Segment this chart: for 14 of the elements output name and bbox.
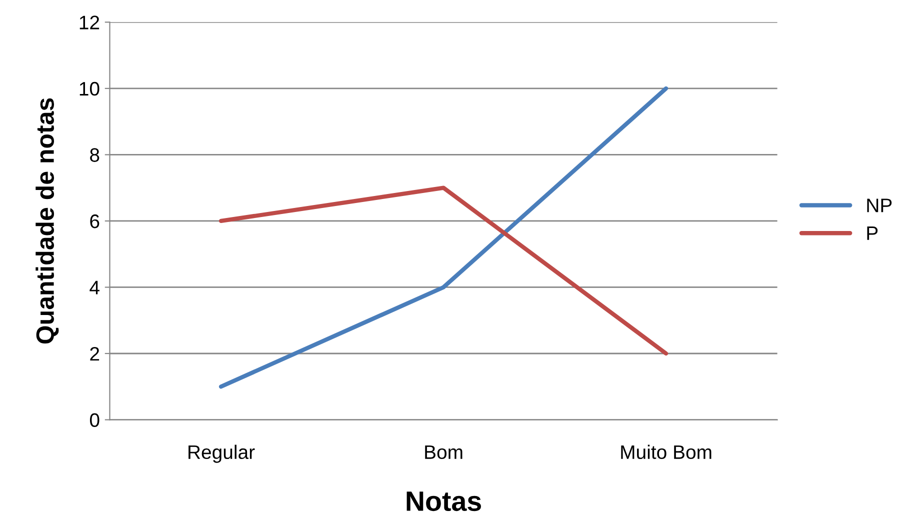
- x-tick-label: Bom: [425, 445, 462, 460]
- legend-label: NP: [867, 198, 892, 212]
- y-tick-label: 10: [80, 82, 100, 96]
- y-tick-label: 12: [80, 16, 100, 30]
- x-tick-label: Regular: [188, 444, 255, 463]
- y-tick-label: 4: [90, 280, 100, 294]
- x-tick-label: Muito Bom: [621, 444, 712, 460]
- legend-label: P: [867, 226, 878, 240]
- x-axis-title: Notas: [406, 492, 481, 512]
- y-tick-label: 8: [90, 148, 100, 162]
- y-tick-label: 6: [90, 214, 100, 228]
- y-tick-label: 2: [90, 346, 100, 361]
- y-tick-label: 0: [90, 413, 100, 427]
- y-axis-title: Quantidade de notas: [36, 98, 59, 344]
